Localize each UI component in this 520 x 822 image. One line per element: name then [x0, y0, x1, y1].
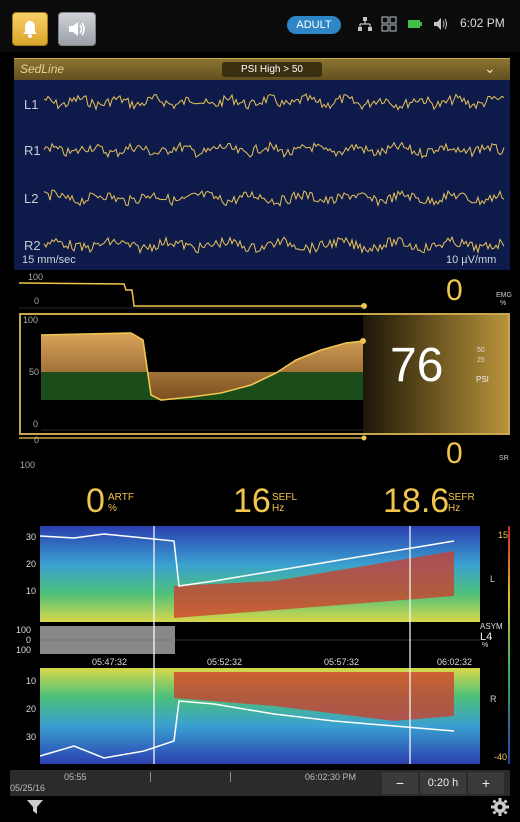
lead-label-l1: L1: [24, 97, 39, 112]
sr-trend-row: 0 100 0 SR: [14, 435, 510, 473]
asym-value: L4: [480, 631, 493, 643]
dsa-left-axis-30: 30: [26, 532, 37, 542]
battery-icon: [406, 14, 424, 34]
emg-value: 0: [446, 274, 463, 307]
eeg-waveforms: [43, 93, 505, 255]
readouts-row: [14, 476, 510, 524]
sweep-speed-label: 15 mm/sec: [22, 254, 76, 266]
settings-gear-icon[interactable]: [490, 797, 512, 819]
volume-icon[interactable]: [430, 14, 452, 34]
timeline-tick: [230, 772, 231, 782]
dsa-right-power-band: [174, 672, 454, 721]
psi-axis-mid: 50: [29, 367, 40, 377]
audio-pause-icon: [69, 22, 85, 36]
sedline-logo: SedLine: [20, 62, 65, 76]
dsa-panel[interactable]: 30 20 10 15 L ASYM L4 % 100 0 100 05:47:…: [14, 526, 510, 770]
dsa-scale-bottom: -40: [494, 752, 508, 762]
emg-trend-row: 100 0 0 EMG %: [14, 270, 512, 310]
sefr-value: 18.6: [383, 482, 450, 520]
zoom-in-button[interactable]: +: [468, 772, 504, 794]
lead-label-r1: R1: [24, 143, 41, 158]
psi-value: 76: [390, 339, 444, 392]
sefl-unit: Hz: [272, 503, 285, 514]
sr-axis-top: 0: [34, 435, 40, 445]
timeline-tick: [150, 772, 151, 782]
timeline-end-time: 06:02:30 PM: [305, 772, 357, 782]
emg-trend-graph: [18, 282, 367, 309]
artf-unit: %: [108, 503, 117, 514]
collapse-chevron-icon[interactable]: ⌄: [484, 60, 496, 76]
asym-axis-top: 100: [16, 625, 32, 635]
asym-axis-mid: 0: [26, 635, 32, 645]
dsa-left-label: L: [490, 574, 496, 584]
psi-panel[interactable]: 100 50 0 50 25 PSI: [19, 313, 510, 435]
dsa-left-sef-trace: [39, 533, 455, 587]
psi-low-limit: 25: [477, 357, 485, 364]
dsa-time-0: 05:47:32: [92, 657, 128, 667]
timeline-start-time: 05:55: [64, 772, 87, 782]
dsa-time-1: 05:52:32: [207, 657, 243, 667]
alarm-silence-button[interactable]: [12, 12, 48, 46]
alarm-bell-icon: [23, 21, 37, 38]
sr-unit: SR: [499, 455, 509, 462]
filter-funnel-icon[interactable]: [26, 798, 46, 818]
eeg-trace: [43, 141, 505, 159]
psi-label: PSI: [476, 375, 489, 384]
dsa-right-axis-30: 30: [26, 732, 37, 742]
dsa-time-3: 06:02:32: [437, 657, 473, 667]
emg-unit-percent: %: [500, 300, 507, 307]
emg-unit: EMG: [496, 292, 512, 299]
dsa-left-power-band: [174, 551, 454, 618]
psi-axis-top: 100: [23, 315, 39, 325]
psi-trend-graph: [40, 315, 508, 433]
asym-unit: %: [482, 642, 489, 649]
eeg-trace: [43, 189, 505, 208]
dsa-left-axis-10: 10: [26, 586, 37, 596]
emg-axis-bottom: 0: [34, 296, 40, 306]
clock-time: 6:02 PM: [460, 16, 505, 30]
patient-mode-badge[interactable]: ADULT: [287, 16, 341, 34]
psi-axis-bottom: 0: [33, 419, 39, 429]
asym-label: ASYM: [480, 622, 503, 631]
zoom-level: 0:20 h: [420, 772, 466, 794]
sr-trend-graph: [19, 435, 367, 441]
timeline-date: 05/25/16: [10, 783, 46, 793]
dsa-right-axis-20: 20: [26, 704, 37, 714]
dsa-right-axis-10: 10: [26, 676, 37, 686]
zoom-out-button[interactable]: −: [382, 772, 418, 794]
dsa-time-2: 05:57:32: [324, 657, 360, 667]
sr-axis-bottom: 100: [20, 460, 36, 470]
lead-label-r2: R2: [24, 238, 41, 253]
lead-label-l2: L2: [24, 191, 39, 206]
sefr-unit: Hz: [448, 503, 461, 514]
dsa-left-axis-20: 20: [26, 559, 37, 569]
sefl-label: SEFL: [272, 492, 298, 503]
emg-axis-top: 100: [28, 272, 44, 282]
artf-value: 0: [86, 482, 105, 520]
sefr-label: SEFR: [448, 492, 475, 503]
network-icon: [354, 14, 376, 34]
dsa-right-sef-trace: [39, 700, 455, 759]
eeg-trace: [43, 235, 505, 255]
asym-axis-bottom: 100: [16, 645, 32, 655]
eeg-waveform-panel: L1 R1 L2 R2 15 mm/sec 10 µV/mm: [14, 80, 510, 270]
psi-high-limit: 50: [477, 347, 485, 354]
sedline-header: SedLine PSI High > 50 ⌄: [14, 58, 510, 81]
dsa-color-scale: [508, 526, 510, 764]
amplitude-scale-label: 10 µV/mm: [446, 254, 497, 266]
psi-alarm-message: PSI High > 50: [222, 62, 322, 77]
sefl-value: 16: [233, 482, 271, 520]
sr-value: 0: [446, 437, 463, 470]
layout-grid-icon[interactable]: [378, 14, 400, 34]
eeg-trace: [43, 93, 505, 111]
artf-label: ARTF: [108, 492, 134, 503]
density-spectral-array: [39, 526, 510, 764]
audio-pause-button[interactable]: [58, 12, 96, 46]
dsa-scale-top: 15: [498, 530, 509, 540]
dsa-right-label: R: [490, 694, 497, 704]
